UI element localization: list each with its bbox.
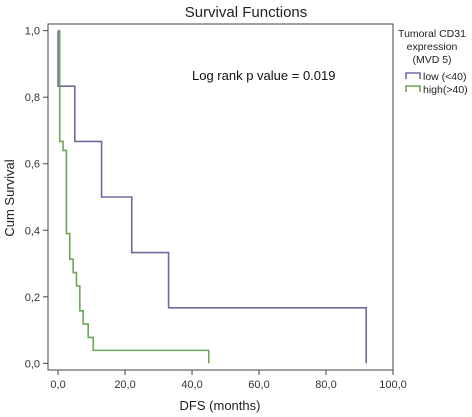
- x-tick-label: 40,0: [181, 379, 202, 391]
- chart-title: Survival Functions: [185, 4, 308, 21]
- y-axis-title: Cum Survival: [2, 159, 17, 236]
- legend-label-high: high(>40): [423, 84, 468, 96]
- axes-group: 0,0 20,0 40,0 60,0 80,0 100,0 0,0 0,2 0,4 0,6 0,8 1…: [25, 26, 407, 391]
- x-tick-label: 60,0: [248, 379, 269, 391]
- legend-swatch-low: [405, 72, 421, 79]
- series-line-high: [58, 29, 210, 364]
- x-tick-label: 0,0: [50, 379, 65, 391]
- y-tick-label: 0,8: [25, 92, 40, 104]
- legend-swatch-high: [405, 85, 421, 92]
- legend-title-line-2: expression: [407, 41, 458, 53]
- legend-label-low: low (<40): [423, 71, 466, 83]
- x-tick-label: 20,0: [114, 379, 135, 391]
- y-tick-label: 0,2: [25, 292, 40, 304]
- y-tick-label: 0,6: [25, 159, 40, 171]
- legend: Tumoral CD31 expression (MVD 5) low (<40…: [398, 28, 468, 96]
- log-rank-annotation: Log rank p value = 0.019: [192, 68, 335, 83]
- legend-title-line-1: Tumoral CD31: [398, 28, 466, 40]
- y-tick-label: 1,0: [25, 26, 40, 38]
- x-tick-label: 80,0: [315, 379, 336, 391]
- legend-items: low (<40)high(>40): [405, 71, 468, 96]
- series-group: [57, 29, 368, 364]
- plot-area-frame: [47, 23, 394, 371]
- x-tick-label: 100,0: [379, 379, 407, 391]
- x-axis-title: DFS (months): [180, 398, 261, 413]
- y-tick-label: 0,0: [25, 358, 40, 370]
- y-tick-label: 0,4: [25, 225, 40, 237]
- series-line-low: [57, 30, 368, 364]
- legend-title-line-3: (MVD 5): [412, 54, 451, 66]
